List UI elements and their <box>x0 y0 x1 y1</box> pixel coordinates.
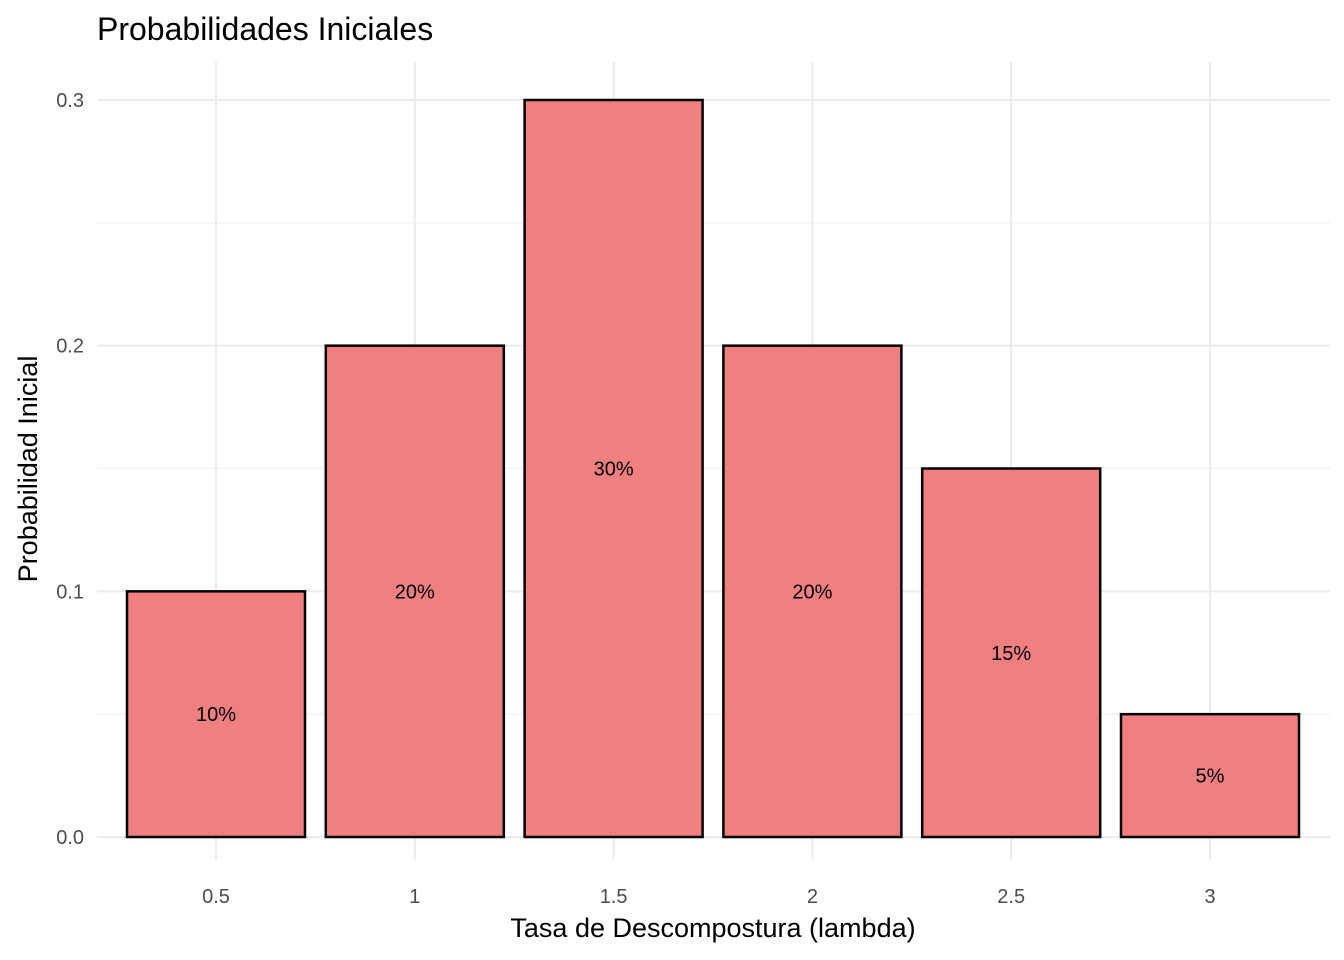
data-label: 15% <box>991 643 1031 665</box>
data-label: 5% <box>1196 766 1225 788</box>
data-labels: 10% 20% 30% 20% 15% 5% <box>196 459 1225 788</box>
data-label: 10% <box>196 704 236 726</box>
bar <box>1119 712 1301 839</box>
x-tick-label: 2 <box>807 886 818 908</box>
data-label: 30% <box>594 459 634 481</box>
data-label: 20% <box>395 581 435 603</box>
x-tick-label: 3 <box>1204 886 1215 908</box>
y-tick-label: 0.2 <box>56 336 84 358</box>
x-tick-label: 1 <box>409 886 420 908</box>
bar <box>920 467 1102 839</box>
y-tick-label: 0.1 <box>56 581 84 603</box>
x-tick-label: 0.5 <box>202 886 230 908</box>
y-tick-label: 0.3 <box>56 90 84 112</box>
data-label: 20% <box>792 581 832 603</box>
x-tick-label: 1.5 <box>600 886 628 908</box>
bar <box>125 590 307 839</box>
bar <box>523 98 704 839</box>
x-axis-ticks: 0.5 1 1.5 2 2.5 3 <box>202 886 1215 908</box>
bar <box>722 344 903 839</box>
x-tick-label: 2.5 <box>997 886 1025 908</box>
y-axis-title: Probabilidad Inicial <box>13 356 43 583</box>
chart-title: Probabilidades Iniciales <box>97 11 433 47</box>
bars <box>125 98 1301 839</box>
bar <box>324 344 506 839</box>
x-axis-title: Tasa de Descompostura (lambda) <box>510 913 915 943</box>
y-axis-ticks: 0.0 0.1 0.2 0.3 <box>56 90 84 849</box>
y-tick-label: 0.0 <box>56 827 84 849</box>
